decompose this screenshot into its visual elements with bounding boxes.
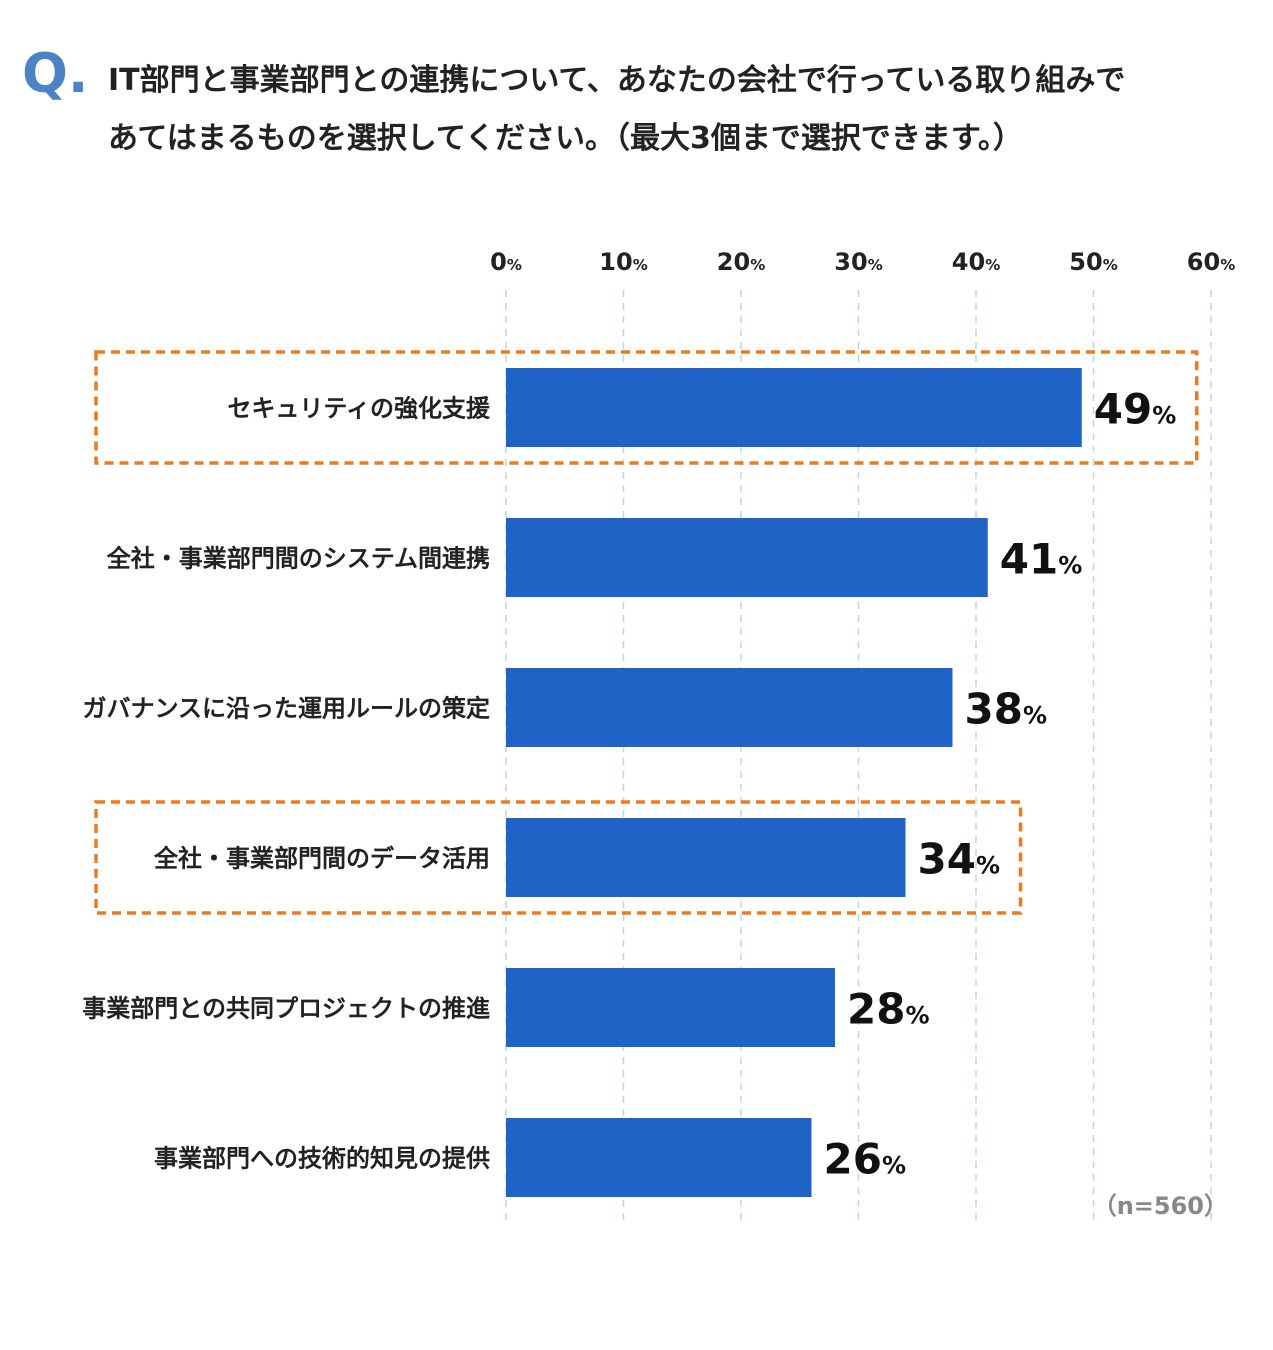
question-line-2: あてはまるものを選択してください。（最大3個まで選択できます。） [108,121,1023,156]
x-tick-label-30: 30% [834,248,882,276]
category-label-0: セキュリティの強化支援 [227,395,491,423]
category-label-5: 事業部門への技術的知見の提供 [154,1145,490,1173]
question-line-1: IT部門と事業部門との連携について、あなたの会社で行っている取り組みで [108,63,1126,98]
x-tick-label-0: 0% [490,248,522,276]
bar-3 [506,818,906,897]
value-label-4: 28% [847,985,930,1034]
value-label-5: 26% [824,1135,907,1184]
category-label-2: ガバナンスに沿った運用ルールの策定 [82,695,490,723]
category-label-4: 事業部門との共同プロジェクトの推進 [82,995,490,1023]
highlight-box-0 [94,350,1199,465]
category-label-3: 全社・事業部門間のデータ活用 [153,845,490,873]
x-tick-label-50: 50% [1069,248,1117,276]
highlight-box-3 [94,800,1023,915]
bar-1 [506,518,988,597]
value-label-2: 38% [965,685,1048,734]
sample-size-note: （n=560） [1093,1192,1228,1220]
bar-5 [506,1118,812,1197]
value-label-1: 41% [1000,535,1083,584]
bar-0 [506,368,1082,447]
value-label-0: 49% [1094,385,1177,434]
x-tick-label-10: 10% [599,248,647,276]
question-text: IT部門と事業部門との連携について、あなたの会社で行っている取り組みで あてはま… [108,52,1258,168]
value-label-3: 34% [918,835,1001,884]
x-tick-label-20: 20% [717,248,765,276]
bar-2 [506,668,953,747]
x-tick-label-60: 60% [1187,248,1235,276]
x-tick-label-40: 40% [952,248,1000,276]
question-mark-label: Q. [22,42,89,105]
bar-4 [506,968,835,1047]
category-label-1: 全社・事業部門間のシステム間連携 [106,545,490,573]
